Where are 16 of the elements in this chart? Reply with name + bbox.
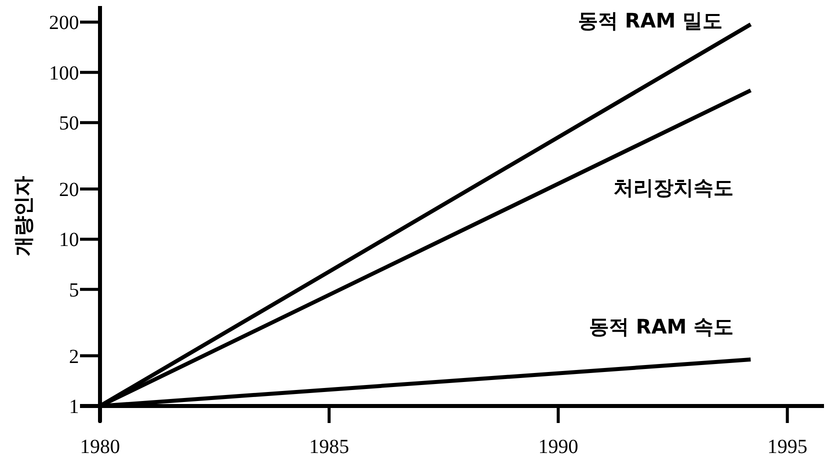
y-tick-label: 10 (59, 229, 79, 252)
x-tick-label: 1990 (538, 436, 578, 458)
y-axis-title: 개량인자 (11, 176, 35, 256)
y-tick-label: 20 (59, 178, 79, 201)
y-tick-label: 2 (69, 346, 79, 368)
series-label: 동적 RAM 밀도 (578, 8, 723, 32)
y-tick-label: 5 (69, 279, 79, 302)
y-tick-label: 50 (59, 112, 79, 135)
x-tick-label: 1980 (80, 436, 120, 458)
x-tick-label: 1985 (309, 436, 350, 458)
series-label: 동적 RAM 속도 (588, 314, 734, 338)
series-label: 처리장치속도 (614, 175, 734, 200)
y-tick-label: 100 (49, 62, 79, 84)
x-tick-label: 1995 (767, 436, 808, 458)
y-tick-label: 200 (49, 12, 79, 34)
y-tick-label: 1 (69, 396, 79, 418)
